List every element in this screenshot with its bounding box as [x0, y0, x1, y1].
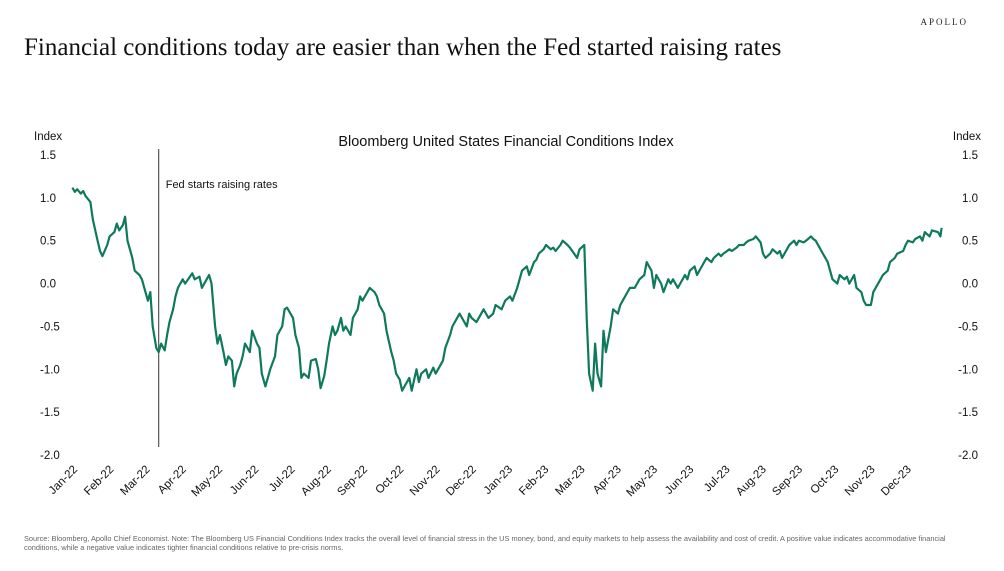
x-tick-label: Nov-22 — [408, 464, 443, 499]
x-tick-label: Aug-23 — [734, 464, 769, 499]
y-axis-label-left: Index — [34, 131, 62, 143]
x-tick-label: Jul-22 — [267, 464, 298, 495]
x-axis: Jan-22 Feb-22 Mar-22 Apr-22 May-22 Jun-22 Jul-… — [47, 464, 914, 500]
x-tick-label: Dec-22 — [444, 464, 479, 499]
x-tick-label: Mar-23 — [553, 464, 587, 498]
y-tick-label-left: 1.5 — [40, 150, 56, 162]
x-tick-label: Mar-22 — [118, 464, 152, 498]
x-tick-label: Sep-22 — [335, 464, 370, 499]
y-axis-left: 1.5 1.0 0.5 0.0 -0.5 -1.0 -1.5 -2.0 — [40, 150, 60, 462]
y-tick-label-left: -1.0 — [40, 364, 60, 376]
y-tick-label-left: 0.5 — [40, 236, 56, 248]
y-tick-label-right: 1.5 — [962, 150, 978, 162]
y-tick-label-left: 0.0 — [40, 279, 56, 291]
x-tick-label: Oct-23 — [808, 464, 841, 497]
y-axis-right: 1.5 1.0 0.5 0.0 -0.5 -1.0 -1.5 -2.0 — [958, 150, 978, 462]
fed-annotation-label: Fed starts raising rates — [166, 179, 278, 191]
x-tick-label: Dec-23 — [879, 464, 914, 499]
x-tick-label: Sep-23 — [770, 464, 805, 499]
brand-logo: APOLLO — [920, 17, 968, 27]
y-axis-label-right: Index — [953, 131, 981, 143]
series-line — [71, 187, 943, 392]
footnote: Source: Bloomberg, Apollo Chief Economis… — [24, 534, 946, 552]
page-title: Financial conditions today are easier th… — [24, 34, 782, 61]
y-tick-label-right: -2.0 — [958, 450, 978, 462]
y-tick-label-right: -0.5 — [958, 321, 978, 333]
x-tick-label: May-22 — [190, 464, 226, 500]
y-tick-label-left: -2.0 — [40, 450, 60, 462]
y-tick-label-right: -1.5 — [958, 407, 978, 419]
x-tick-label: Jan-23 — [482, 464, 515, 497]
x-tick-label: Jun-22 — [228, 464, 261, 497]
x-tick-label: Jan-22 — [47, 464, 80, 497]
x-tick-label: May-23 — [625, 464, 661, 500]
y-tick-label-left: -1.5 — [40, 407, 60, 419]
x-tick-label: Jun-23 — [663, 464, 696, 497]
x-tick-label: Apr-23 — [591, 464, 624, 497]
x-tick-label: Oct-22 — [373, 464, 406, 497]
chart-title: Bloomberg United States Financial Condit… — [338, 134, 674, 150]
x-tick-label: Apr-22 — [156, 464, 189, 497]
x-tick-label: Jul-23 — [702, 464, 733, 495]
y-tick-label-right: 0.0 — [962, 279, 978, 291]
y-tick-label-right: -1.0 — [958, 364, 978, 376]
y-tick-label-left: 1.0 — [40, 193, 56, 205]
y-tick-label-right: 1.0 — [962, 193, 978, 205]
y-tick-label-right: 0.5 — [962, 236, 978, 248]
x-tick-label: Nov-23 — [843, 464, 878, 499]
x-tick-label: Feb-23 — [517, 464, 551, 498]
x-tick-label: Aug-22 — [299, 464, 334, 499]
y-tick-label-left: -0.5 — [40, 321, 60, 333]
x-tick-label: Feb-22 — [82, 464, 116, 498]
